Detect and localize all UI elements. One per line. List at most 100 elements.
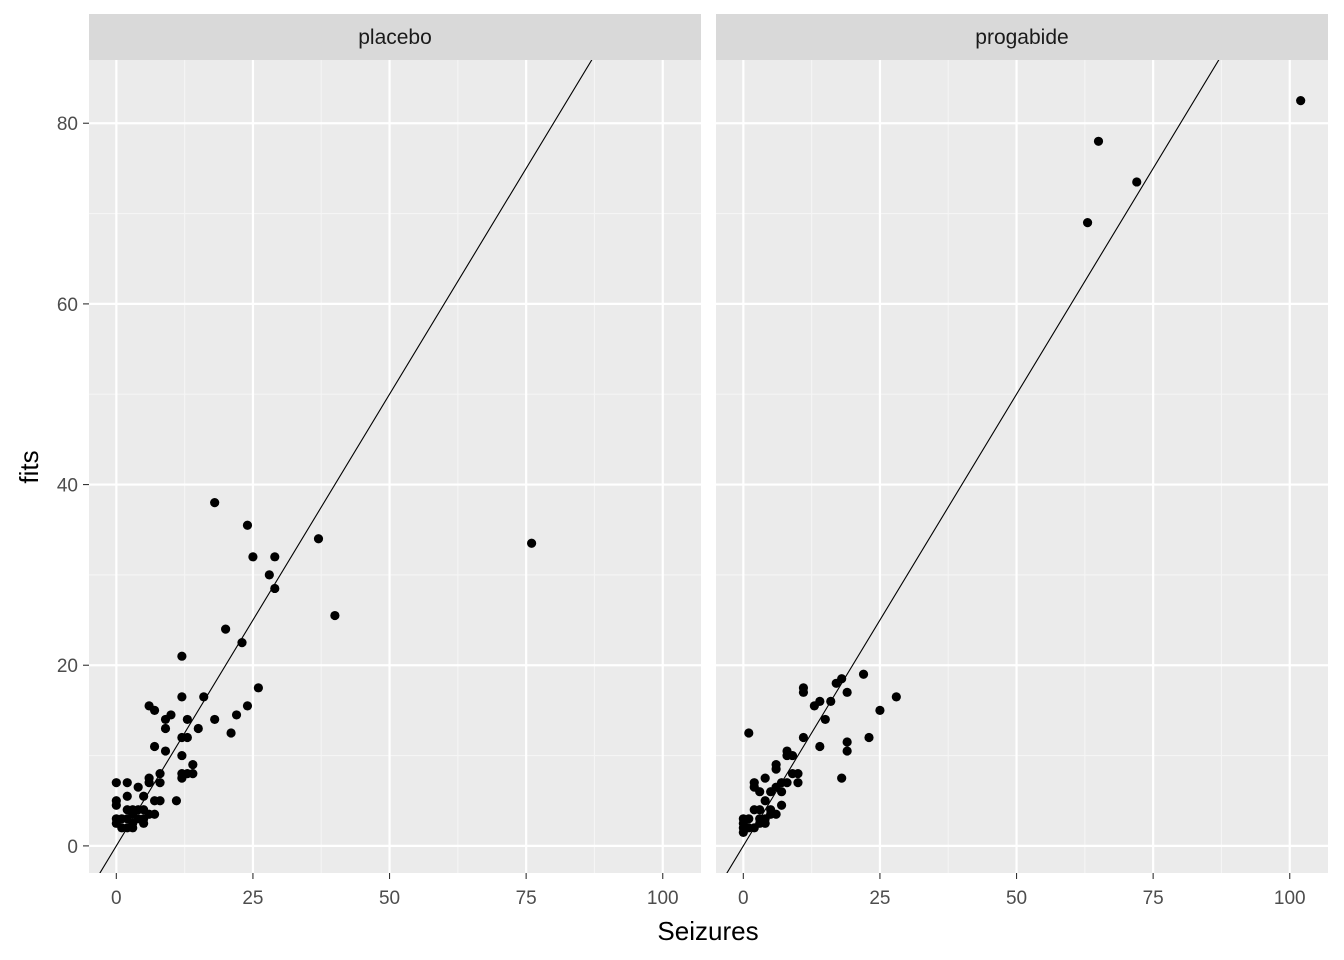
- data-point: [527, 538, 537, 548]
- data-point: [160, 723, 171, 734]
- data-point: [744, 728, 754, 738]
- x-tick-label: 75: [1143, 888, 1164, 909]
- panels-layer: placebo 0 25 50 75 100 0 20 40 60 80 progabide 0 25 50…: [57, 14, 1328, 909]
- data-point: [798, 732, 809, 743]
- data-point: [313, 534, 324, 544]
- data-point: [815, 696, 825, 706]
- x-axis-title: Seizures: [657, 916, 758, 946]
- data-point: [1082, 218, 1093, 228]
- facet-strip-label: progabide: [975, 26, 1068, 49]
- data-point: [842, 687, 852, 697]
- data-point: [177, 692, 187, 702]
- data-point: [242, 520, 253, 530]
- data-point: [193, 723, 203, 734]
- data-point: [842, 737, 852, 747]
- data-point: [177, 651, 187, 661]
- data-point: [776, 787, 787, 797]
- data-point: [820, 714, 830, 725]
- data-point: [149, 741, 160, 752]
- data-point: [139, 791, 149, 801]
- facet-panel-placebo: placebo 0 25 50 75 100 0 20 40 60 80: [57, 14, 701, 909]
- y-tick-label: 60: [57, 295, 78, 316]
- data-point: [264, 570, 274, 580]
- data-point: [226, 728, 236, 738]
- x-tick-label: 0: [111, 888, 122, 909]
- panel-background: [716, 60, 1328, 873]
- data-point: [210, 498, 220, 508]
- data-point: [798, 683, 809, 693]
- reference-line: [726, 60, 1220, 873]
- data-point: [793, 769, 803, 779]
- data-point: [248, 552, 258, 562]
- y-tick-label: 80: [57, 114, 78, 135]
- data-point: [166, 710, 176, 720]
- data-point: [1132, 177, 1142, 187]
- y-tick-label: 40: [57, 476, 78, 497]
- data-point: [221, 624, 231, 634]
- data-point: [760, 818, 770, 828]
- data-point: [231, 710, 242, 720]
- data-point: [782, 778, 792, 788]
- data-point: [199, 692, 209, 702]
- y-axis-title: fits: [14, 450, 44, 483]
- data-point: [177, 750, 187, 761]
- data-point: [837, 773, 847, 783]
- x-tick-label: 0: [738, 888, 749, 909]
- data-point: [760, 773, 770, 783]
- data-point: [270, 583, 280, 594]
- x-tick-label: 50: [1006, 888, 1027, 909]
- data-point: [1296, 96, 1306, 106]
- reference-line: [99, 60, 593, 873]
- data-point: [144, 773, 154, 783]
- data-point: [787, 750, 798, 761]
- data-point: [122, 791, 132, 801]
- data-point: [826, 696, 836, 706]
- data-point: [744, 814, 754, 824]
- facet-panel-progabide: progabide 0 25 50 75 100: [716, 14, 1328, 909]
- data-point: [133, 782, 143, 792]
- data-point: [139, 818, 149, 828]
- panel-background: [89, 60, 701, 873]
- data-point: [1093, 136, 1104, 146]
- data-point: [837, 674, 847, 684]
- data-point: [858, 669, 869, 679]
- data-point: [749, 778, 759, 788]
- data-point: [237, 638, 247, 648]
- facet-strip: [89, 14, 701, 60]
- data-point: [793, 778, 803, 788]
- data-point: [864, 732, 874, 743]
- data-point: [111, 778, 121, 788]
- data-point: [270, 552, 280, 562]
- data-point: [210, 714, 220, 725]
- x-tick-label: 100: [647, 888, 679, 909]
- data-point: [760, 796, 770, 806]
- data-point: [776, 800, 787, 810]
- data-point: [111, 800, 121, 810]
- x-tick-label: 25: [869, 888, 890, 909]
- data-point: [155, 796, 165, 806]
- data-point: [842, 746, 852, 756]
- data-point: [188, 769, 198, 779]
- data-point: [755, 787, 765, 797]
- facet-strip: [716, 14, 1328, 60]
- data-point: [755, 805, 765, 815]
- data-point: [160, 746, 171, 756]
- data-point: [771, 809, 781, 819]
- data-point: [330, 610, 340, 621]
- data-point: [182, 732, 192, 743]
- data-point: [891, 692, 901, 702]
- x-tick-label: 25: [242, 888, 263, 909]
- y-tick-label: 0: [67, 837, 78, 858]
- data-point: [815, 741, 825, 752]
- data-point: [155, 778, 165, 788]
- y-tick-label: 20: [57, 656, 78, 677]
- data-point: [771, 764, 781, 774]
- data-point: [875, 705, 885, 716]
- data-point: [122, 778, 132, 788]
- data-point: [242, 701, 253, 711]
- facet-strip-label: placebo: [358, 26, 432, 49]
- data-point: [182, 714, 192, 725]
- data-point: [149, 809, 160, 819]
- data-point: [171, 796, 182, 806]
